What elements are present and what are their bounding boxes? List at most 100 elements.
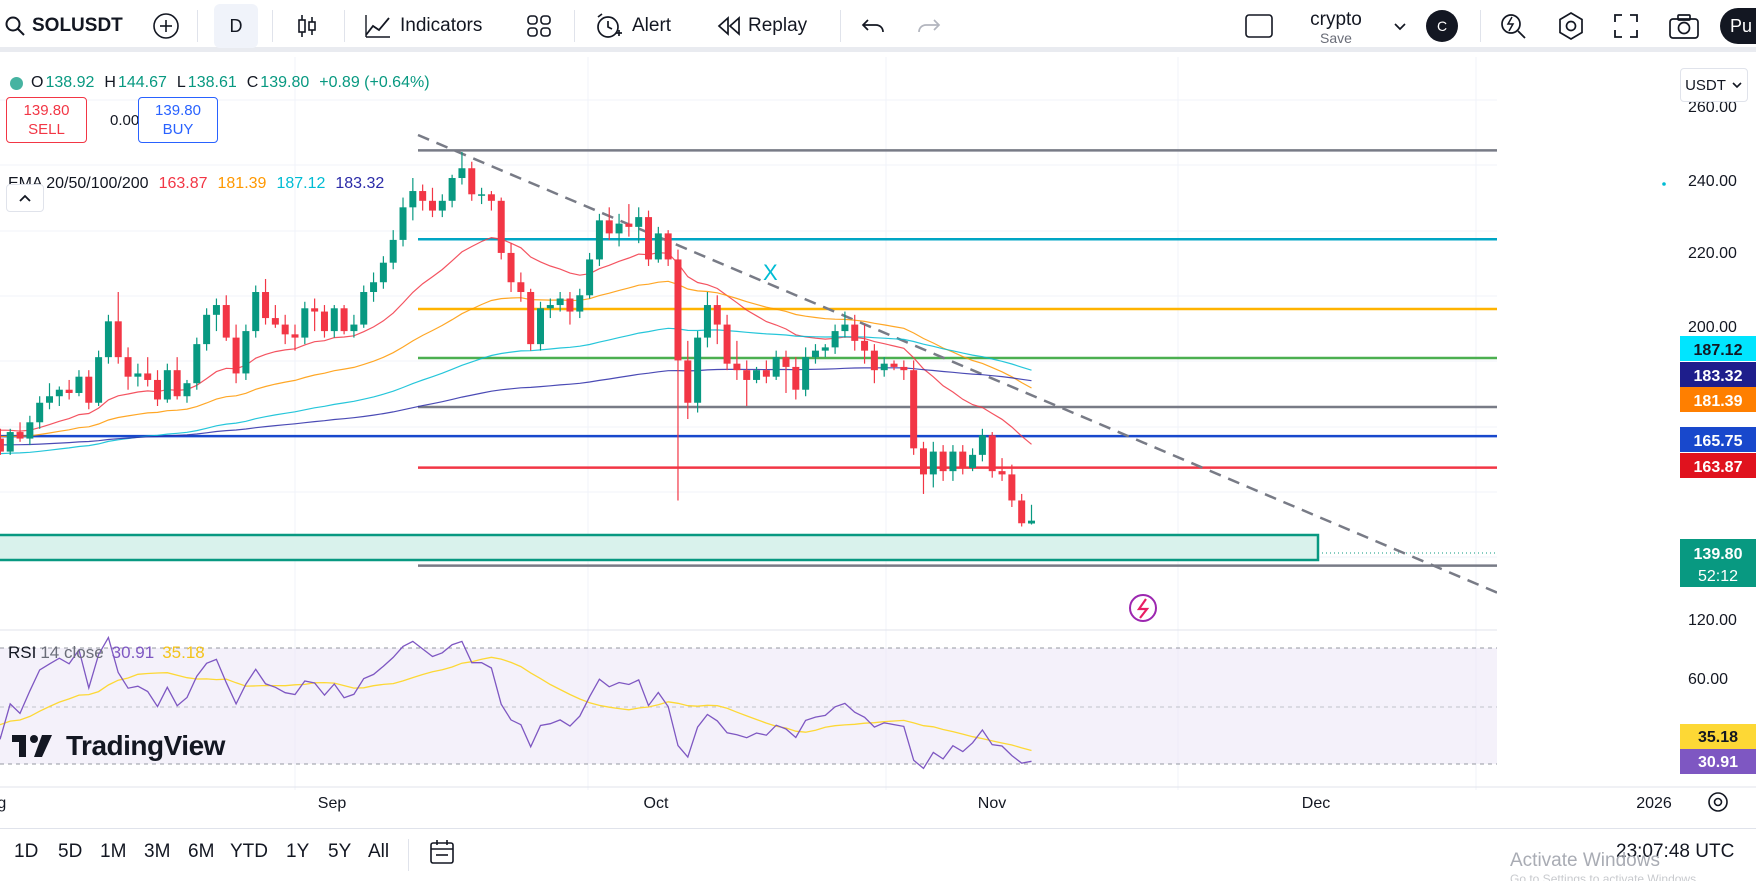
range-button-5d[interactable]: 5D — [58, 841, 83, 862]
candle — [586, 252, 594, 299]
layout-toggle-button[interactable] — [1244, 4, 1274, 48]
price-label-text: 183.32 — [1694, 368, 1743, 385]
collapse-legend-button[interactable] — [6, 184, 44, 212]
candle — [782, 350, 790, 393]
range-button-1m[interactable]: 1M — [100, 841, 127, 862]
publish-button[interactable]: Pu — [1720, 4, 1756, 48]
candle — [379, 256, 387, 289]
undo-button[interactable] — [860, 4, 886, 48]
snapshot-button[interactable] — [1668, 4, 1700, 48]
toolbar-divider — [1480, 10, 1481, 42]
candle-body — [635, 217, 643, 227]
candle — [65, 379, 73, 400]
layout-save-label: Save — [1320, 30, 1352, 46]
rsi-legend[interactable]: RSI 14 close 30.91 35.18 — [8, 643, 205, 663]
candle-body — [114, 321, 122, 358]
candle — [654, 226, 662, 263]
price-label-bg — [1680, 453, 1756, 478]
settings-button[interactable] — [1556, 4, 1586, 48]
redo-button[interactable] — [916, 4, 942, 48]
tradingview-logo[interactable]: TradingView — [12, 730, 225, 762]
time-axis-label: Dec — [1302, 795, 1330, 812]
candle-body — [723, 324, 731, 364]
price-label-bg — [1680, 362, 1756, 387]
interval-button[interactable]: D — [214, 4, 258, 48]
range-button-5y[interactable]: 5Y — [328, 841, 352, 862]
account-avatar[interactable]: C — [1426, 4, 1458, 48]
rsi-band — [0, 648, 1497, 764]
candle-body — [203, 314, 211, 345]
plus-circle-icon — [153, 13, 179, 39]
candle-body — [507, 252, 515, 283]
ema50-line — [0, 280, 1032, 438]
compare-symbol-button[interactable] — [152, 4, 180, 48]
replay-button[interactable]: Replay — [716, 4, 807, 48]
candle-body — [537, 308, 544, 345]
candle-body — [75, 376, 83, 393]
candle — [36, 396, 44, 429]
time-axis[interactable]: Aug Sep Oct Nov Dec 2026 — [0, 786, 1756, 812]
candle — [311, 298, 319, 332]
publish-label: Pu — [1720, 8, 1756, 44]
candle — [0, 428, 4, 455]
buy-button[interactable]: 139.80 BUY — [138, 97, 218, 143]
range-button-all[interactable]: All — [368, 841, 390, 862]
candle — [880, 357, 888, 377]
chevron-up-icon — [19, 194, 31, 202]
fib-retracement[interactable]: 1 (253.47)0.786 (226.19)0.618 (204.78)0.… — [418, 143, 1639, 576]
candle-body — [301, 308, 309, 338]
rsi-tag: 30.91 — [1680, 749, 1756, 774]
templates-button[interactable] — [526, 4, 552, 48]
quick-search-button[interactable] — [1498, 4, 1528, 48]
candle-body — [821, 347, 829, 351]
candle-body — [419, 191, 427, 201]
candle — [281, 314, 289, 345]
candle-body — [753, 370, 761, 380]
close-value: 139.80 — [260, 74, 310, 91]
lightning-event-icon — [1129, 594, 1157, 622]
high-value: 144.67 — [117, 74, 167, 91]
ema20-line — [0, 236, 1032, 445]
currency-dropdown[interactable]: USDT — [1680, 68, 1748, 102]
range-button-6m[interactable]: 6M — [188, 841, 215, 862]
candle — [772, 350, 780, 380]
candle — [1018, 493, 1026, 527]
candle — [507, 243, 515, 293]
range-button-3m[interactable]: 3M — [144, 841, 171, 862]
support-zone[interactable] — [0, 533, 1497, 562]
gear-icon — [1559, 12, 1583, 40]
price-label-bg — [1680, 336, 1756, 361]
time-axis-label: Nov — [978, 795, 1006, 812]
candle — [212, 298, 220, 332]
candle-body — [320, 311, 328, 332]
range-button-1y[interactable]: 1Y — [286, 841, 310, 862]
symbol-search-button[interactable]: SOLUSDT — [4, 4, 123, 48]
chart-canvas[interactable]: 1 (253.47)0.786 (226.19)0.618 (204.78)0.… — [0, 57, 1756, 828]
range-button-1d[interactable]: 1D — [14, 841, 39, 862]
rsi-ma-line — [0, 656, 1032, 752]
price-tick-label: 120.00 — [1688, 612, 1737, 629]
candle-series — [0, 151, 1035, 527]
goto-date-button[interactable] — [428, 837, 458, 872]
range-button-ytd[interactable]: YTD — [230, 841, 268, 862]
candle — [929, 441, 937, 488]
alert-button[interactable]: Alert — [594, 4, 671, 48]
price-axis[interactable]: 260.00240.00220.00200.00180.00160.00140.… — [1497, 57, 1756, 792]
ema-legend[interactable]: EMA 20/50/100/200 163.87 181.39 187.12 1… — [8, 175, 384, 193]
candle — [546, 298, 554, 319]
chart-type-button[interactable] — [294, 4, 320, 48]
candle-body — [851, 324, 859, 341]
candle-body — [811, 350, 819, 358]
sell-button[interactable]: 139.80 SELL — [6, 97, 87, 143]
candle-body — [340, 308, 348, 332]
fullscreen-button[interactable] — [1612, 4, 1640, 48]
candle-body — [517, 282, 525, 293]
candle — [75, 370, 83, 397]
candle-body — [1008, 474, 1016, 501]
indicators-icon — [365, 15, 390, 38]
layout-dropdown-button[interactable] — [1392, 4, 1408, 48]
indicators-button[interactable]: Indicators — [364, 4, 482, 48]
layout-name-button[interactable]: crypto Save — [1300, 6, 1372, 50]
utc-clock[interactable]: 23:07:48 UTC — [1616, 841, 1735, 862]
trend-line[interactable] — [417, 133, 1525, 606]
